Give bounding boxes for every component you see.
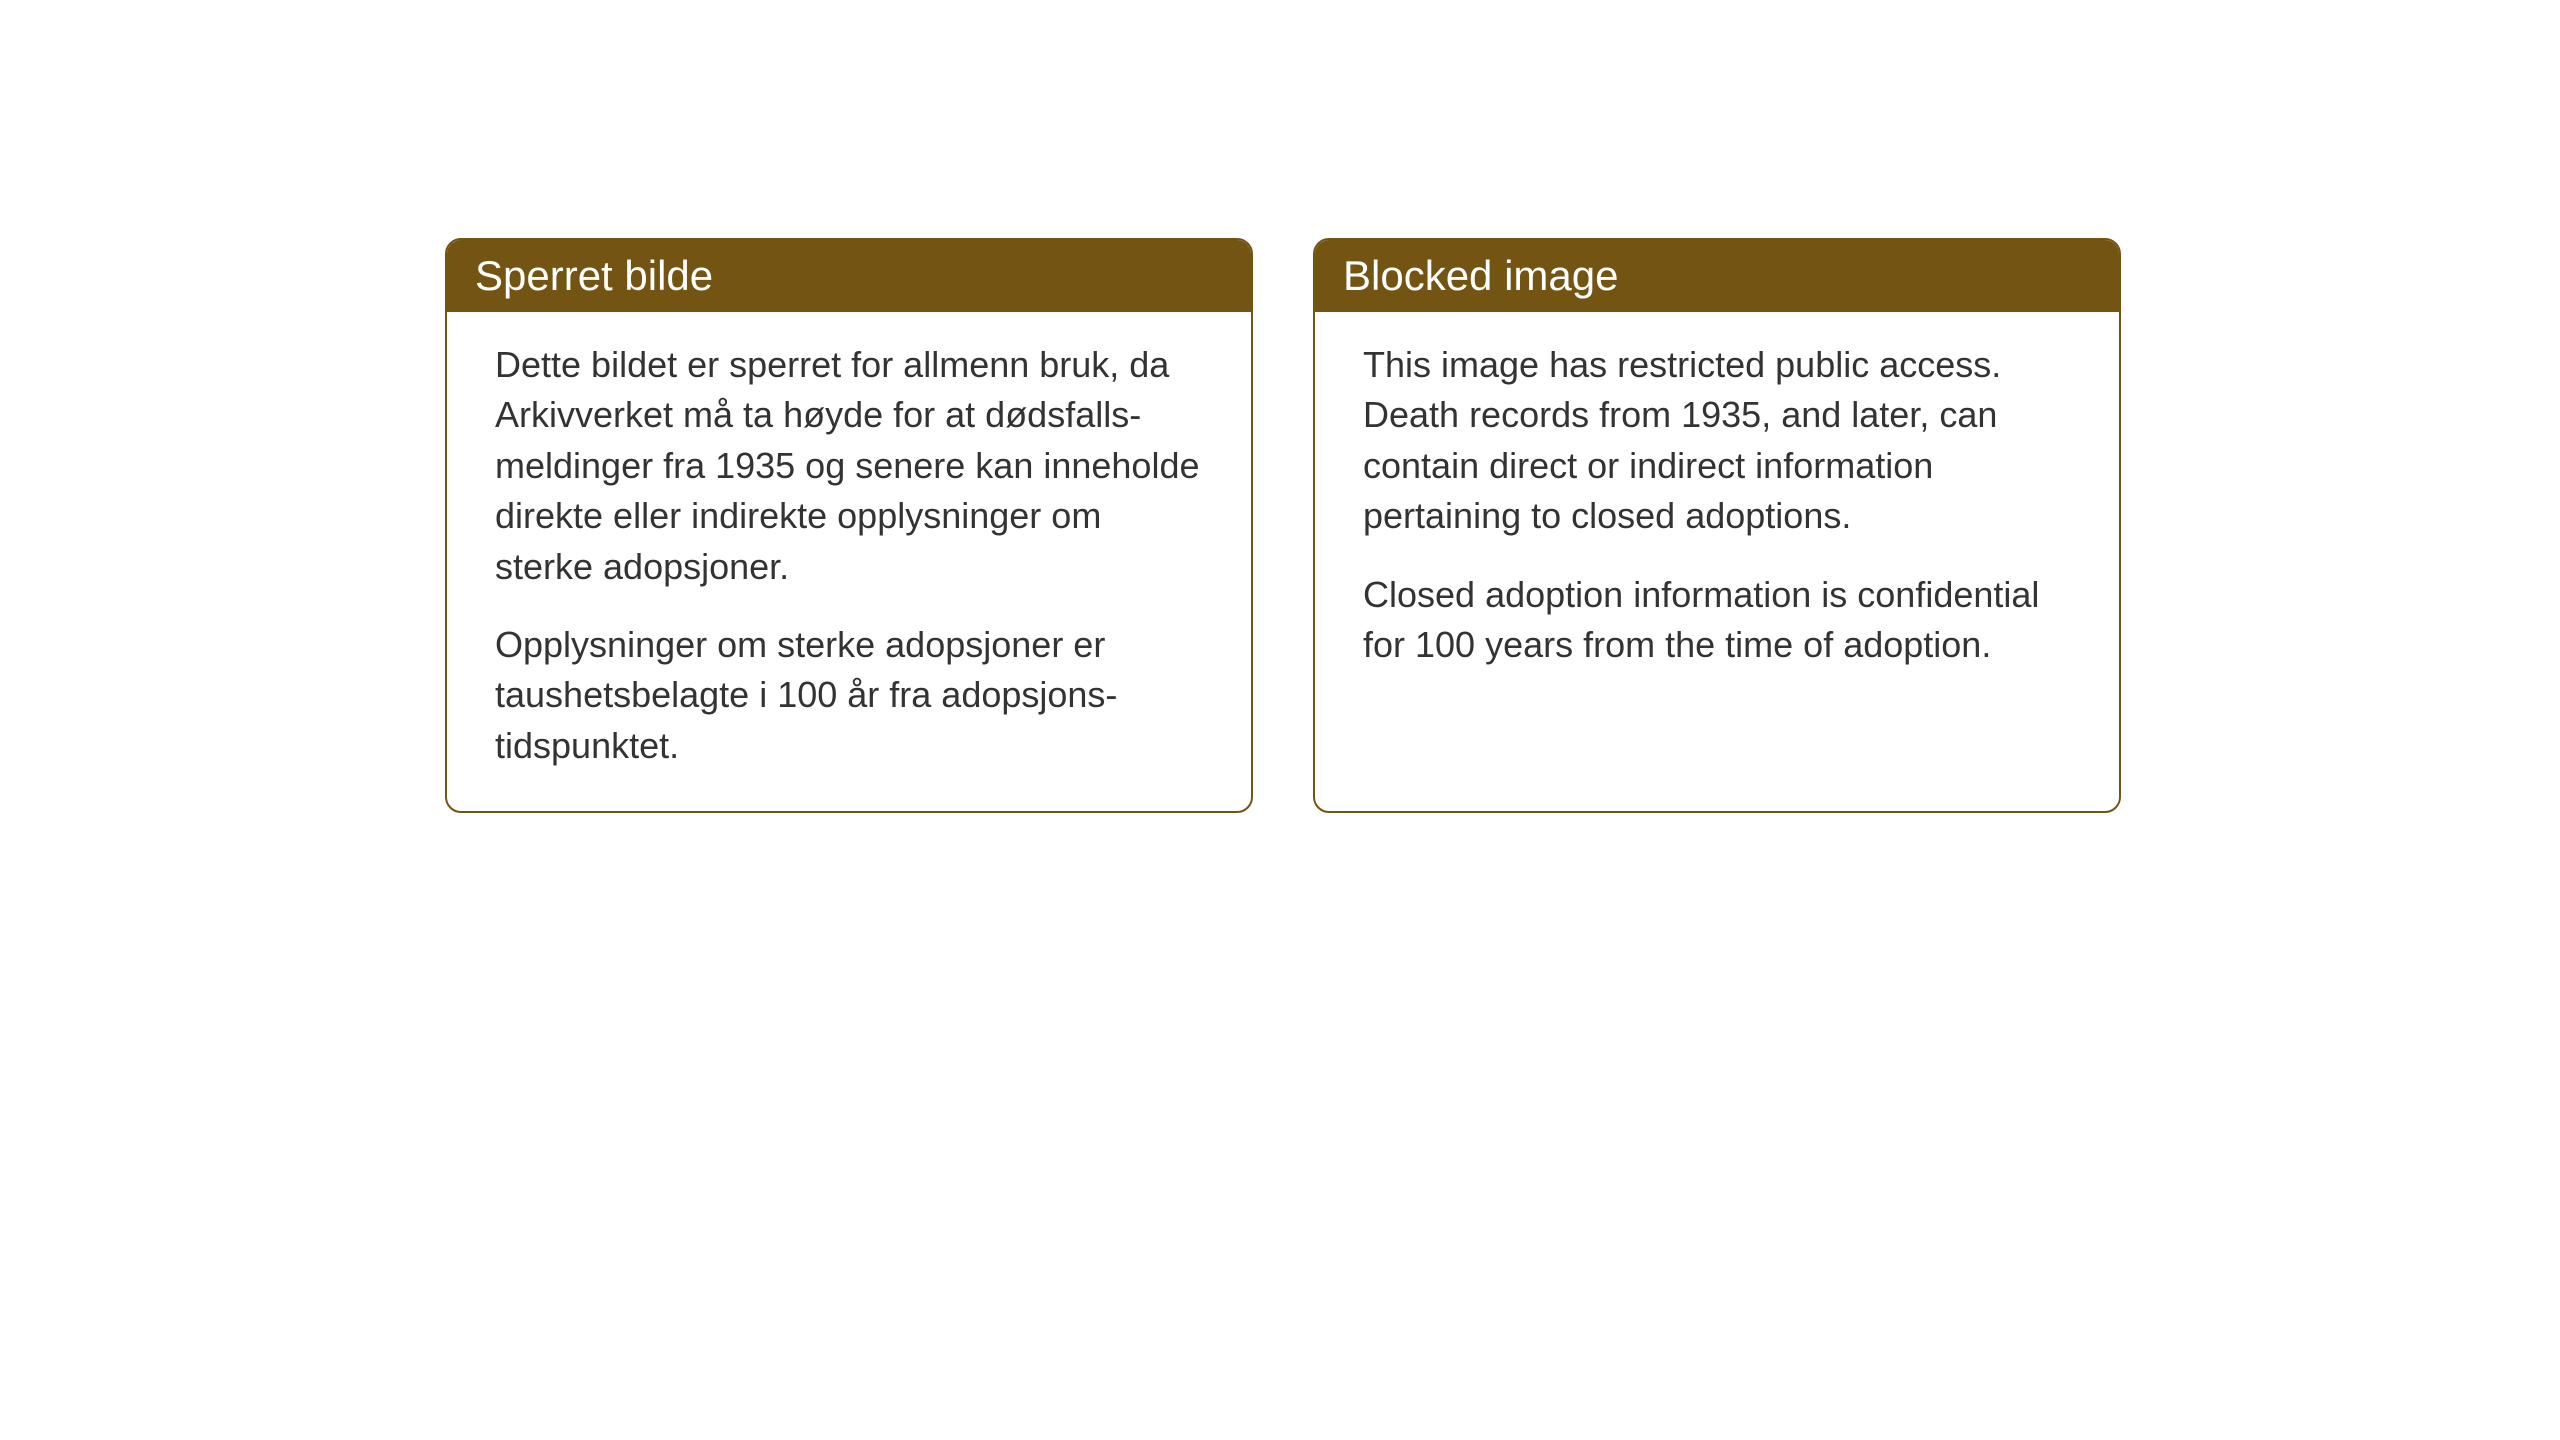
english-card-header: Blocked image bbox=[1315, 240, 2119, 312]
norwegian-paragraph-1: Dette bildet er sperret for allmenn bruk… bbox=[495, 340, 1203, 592]
norwegian-card-header: Sperret bilde bbox=[447, 240, 1251, 312]
english-paragraph-1: This image has restricted public access.… bbox=[1363, 340, 2071, 542]
norwegian-card-title: Sperret bilde bbox=[475, 252, 713, 299]
english-paragraph-2: Closed adoption information is confident… bbox=[1363, 570, 2071, 671]
norwegian-card-body: Dette bildet er sperret for allmenn bruk… bbox=[447, 312, 1251, 811]
english-card-title: Blocked image bbox=[1343, 252, 1618, 299]
cards-container: Sperret bilde Dette bildet er sperret fo… bbox=[445, 238, 2121, 813]
norwegian-paragraph-2: Opplysninger om sterke adopsjoner er tau… bbox=[495, 620, 1203, 771]
english-card-body: This image has restricted public access.… bbox=[1315, 312, 2119, 710]
english-card: Blocked image This image has restricted … bbox=[1313, 238, 2121, 813]
norwegian-card: Sperret bilde Dette bildet er sperret fo… bbox=[445, 238, 1253, 813]
